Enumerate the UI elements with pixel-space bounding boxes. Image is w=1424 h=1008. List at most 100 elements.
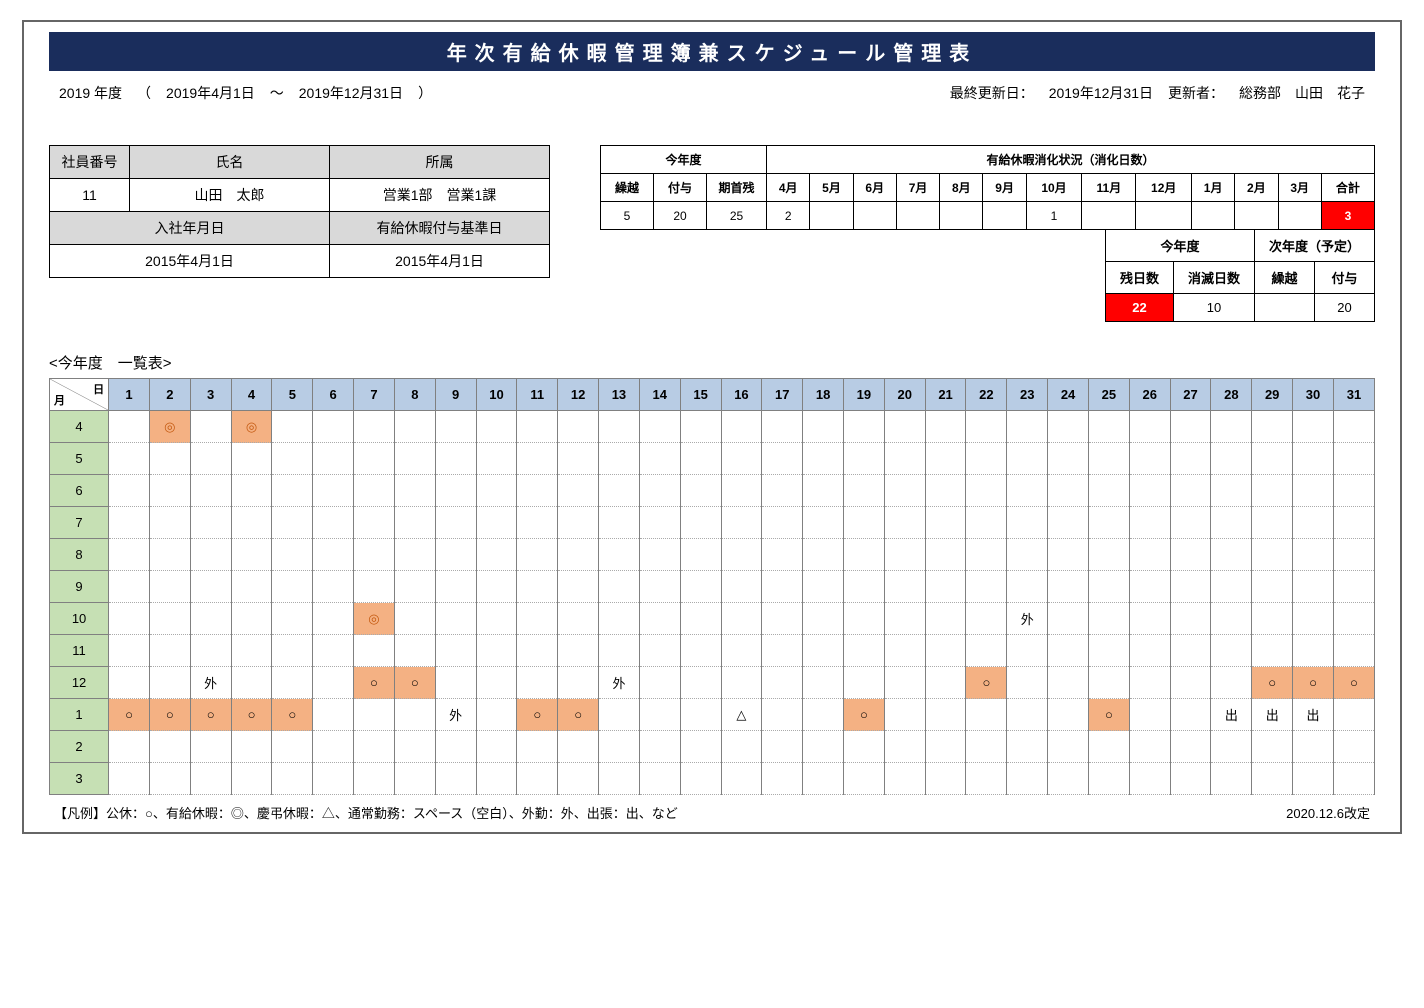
calendar-cell: [1252, 507, 1293, 539]
day-header: 6: [313, 379, 354, 411]
calendar-cell: [149, 507, 190, 539]
calendar-cell: ○: [354, 667, 395, 699]
calendar-cell: ○: [190, 699, 231, 731]
grant-header: 有給休暇付与基準日: [330, 212, 550, 245]
start-value: 25: [707, 202, 767, 230]
calendar-cell: [558, 443, 599, 475]
calendar-cell: ◎: [354, 603, 395, 635]
calendar-cell: [680, 411, 721, 443]
calendar-cell: [884, 699, 925, 731]
calendar-cell: [517, 667, 558, 699]
calendar-cell: [1170, 635, 1211, 667]
calendar-cell: [476, 443, 517, 475]
month-header: 12月: [1136, 174, 1191, 202]
info-section: 社員番号 氏名 所属 11 山田 太郎 営業1部 営業1課 入社年月日 有給休暇…: [49, 145, 1375, 322]
calendar-cell: [599, 731, 640, 763]
calendar-cell: [272, 731, 313, 763]
calendar-cell: [1252, 411, 1293, 443]
calendar-cell: [599, 571, 640, 603]
calendar-cell: [354, 539, 395, 571]
calendar-cell: [517, 475, 558, 507]
calendar-cell: ○: [844, 699, 885, 731]
calendar-cell: [925, 411, 966, 443]
calendar-cell: [394, 763, 435, 795]
month-header: 8月: [940, 174, 983, 202]
calendar-cell: [354, 699, 395, 731]
calendar-cell: [1170, 667, 1211, 699]
remain-header: 残日数: [1105, 262, 1173, 294]
calendar-cell: [435, 507, 476, 539]
calendar-section-label: <今年度 一覧表>: [49, 352, 1375, 373]
calendar-cell: [803, 635, 844, 667]
expire-header: 消滅日数: [1173, 262, 1254, 294]
calendar-cell: [639, 507, 680, 539]
calendar-cell: [762, 667, 803, 699]
month-label: 7: [50, 507, 109, 539]
period-to: 2019年12月31日: [299, 83, 403, 103]
calendar-cell: [803, 603, 844, 635]
calendar-cell: [109, 763, 150, 795]
calendar-cell: [884, 475, 925, 507]
month-header: 2月: [1235, 174, 1278, 202]
this-year-header: 今年度: [601, 146, 767, 174]
calendar-cell: [1007, 411, 1048, 443]
calendar-cell: [599, 411, 640, 443]
calendar-cell: [231, 667, 272, 699]
calendar-cell: [1170, 539, 1211, 571]
month-header: 合計: [1321, 174, 1374, 202]
corner-day: 日: [93, 381, 104, 397]
day-header: 19: [844, 379, 885, 411]
calendar-cell: [1088, 603, 1129, 635]
calendar-cell: [272, 539, 313, 571]
calendar-cell: [884, 411, 925, 443]
month-value: [1191, 202, 1234, 230]
calendar-cell: [1088, 475, 1129, 507]
month-header: 9月: [983, 174, 1026, 202]
calendar-cell: [966, 699, 1007, 731]
day-header: 11: [517, 379, 558, 411]
calendar-cell: [354, 443, 395, 475]
calendar-cell: [1007, 763, 1048, 795]
period-sep: ～: [270, 83, 284, 103]
hire-date: 2015年4月1日: [50, 245, 330, 278]
calendar-cell: [1252, 635, 1293, 667]
calendar-cell: [803, 539, 844, 571]
calendar-cell: [925, 667, 966, 699]
calendar-cell: [966, 443, 1007, 475]
emp-no: 11: [50, 179, 130, 212]
calendar-cell: [721, 763, 762, 795]
carry-header: 繰越: [601, 174, 654, 202]
calendar-cell: [1088, 443, 1129, 475]
calendar-cell: [1293, 411, 1334, 443]
calendar-cell: [762, 635, 803, 667]
calendar-cell: [721, 635, 762, 667]
calendar-cell: [313, 603, 354, 635]
month-header: 5月: [810, 174, 853, 202]
calendar-cell: [394, 731, 435, 763]
calendar-cell: [721, 571, 762, 603]
calendar-cell: [149, 763, 190, 795]
calendar-cell: [1252, 571, 1293, 603]
day-header: 9: [435, 379, 476, 411]
calendar-cell: [231, 475, 272, 507]
calendar-cell: ○: [558, 699, 599, 731]
calendar-cell: [680, 603, 721, 635]
calendar-cell: [394, 507, 435, 539]
usage-header: 有給休暇消化状況（消化日数）: [767, 146, 1375, 174]
sum-next-year: 次年度（予定）: [1254, 230, 1374, 262]
day-header: 22: [966, 379, 1007, 411]
calendar-cell: 出: [1293, 699, 1334, 731]
day-header: 28: [1211, 379, 1252, 411]
grant-header2: 付与: [654, 174, 707, 202]
calendar-cell: [272, 667, 313, 699]
calendar-cell: [1129, 475, 1170, 507]
hire-header: 入社年月日: [50, 212, 330, 245]
calendar-cell: [639, 731, 680, 763]
calendar-cell: [1170, 731, 1211, 763]
calendar-cell: [558, 539, 599, 571]
calendar-cell: [762, 443, 803, 475]
calendar-cell: [394, 475, 435, 507]
calendar-cell: [149, 475, 190, 507]
calendar-cell: [966, 635, 1007, 667]
calendar-cell: [1333, 699, 1374, 731]
